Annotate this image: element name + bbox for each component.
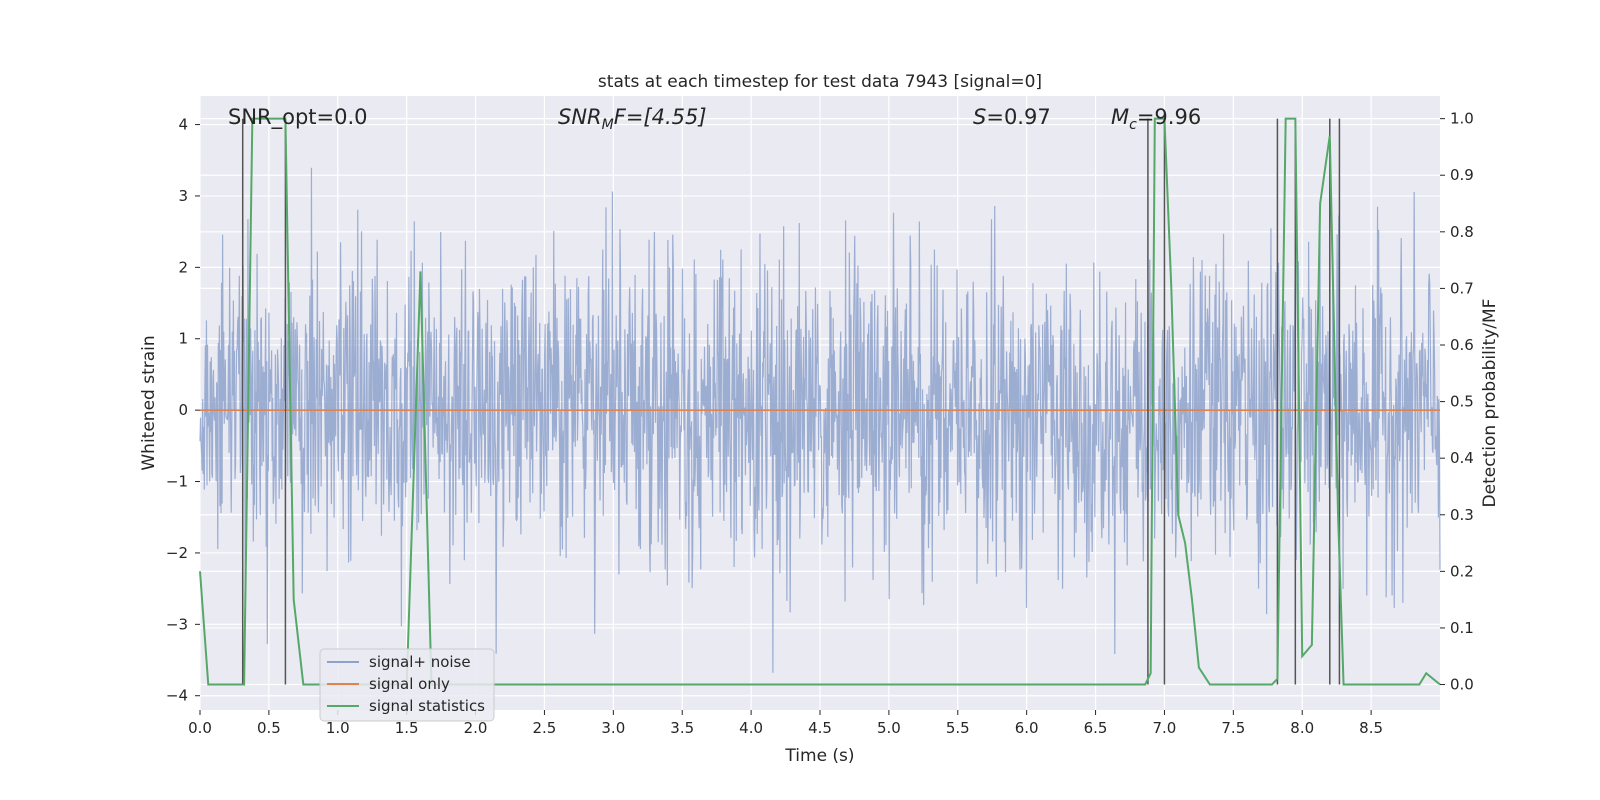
- y-tick-label-2: 2: [178, 258, 188, 276]
- x-tick-label-1: 0.5: [257, 719, 281, 737]
- x-tick-label-11: 5.5: [946, 719, 970, 737]
- series-signal-noise: [199, 167, 1441, 673]
- y-right-tick-label-5: 0.5: [1450, 393, 1474, 411]
- x-tick-label-14: 7.0: [1153, 719, 1177, 737]
- x-tick-label-17: 8.5: [1359, 719, 1383, 737]
- legend-label-signal-noise: signal+ noise: [369, 653, 471, 671]
- annotation-snr-opt: SNR_opt=0.0: [228, 105, 368, 130]
- x-tick-label-15: 7.5: [1221, 719, 1245, 737]
- x-tick-label-4: 2.0: [464, 719, 488, 737]
- x-tick-label-5: 2.5: [533, 719, 557, 737]
- signal-statistics-line: [199, 117, 1441, 686]
- x-axis-label: Time (s): [784, 746, 854, 766]
- x-tick-label-9: 4.5: [808, 719, 832, 737]
- annotation-s: S=0.97: [973, 105, 1051, 129]
- vertical-marker-lines: [241, 118, 1341, 685]
- x-tick-label-12: 6.0: [1015, 719, 1039, 737]
- y-right-tick-label-4: 0.6: [1450, 336, 1474, 354]
- legend-label-signal-only: signal only: [369, 675, 450, 693]
- y-right-tick-label-9: 0.1: [1450, 619, 1474, 637]
- y-tick-label-5: −1: [166, 473, 188, 491]
- legend: signal+ noise signal only signal statist…: [319, 648, 495, 722]
- y-right-tick-label-10: 0.0: [1450, 676, 1474, 694]
- y-right-tick-label-2: 0.8: [1450, 223, 1474, 241]
- y-tick-label-3: 1: [178, 330, 188, 348]
- y-tick-label-4: 0: [178, 401, 188, 419]
- y-tick-label-1: 3: [178, 187, 188, 205]
- axis-ticks: 0.0 0.5 1.0 1.5 2.0 2.5 3.0 3.5 4.0 4.5 5.0 5.5 6.0 6…: [166, 110, 1474, 737]
- annotation-mc: Mc=9.96: [1111, 105, 1201, 133]
- y-right-tick-label-3: 0.7: [1450, 279, 1474, 297]
- x-tick-label-10: 5.0: [877, 719, 901, 737]
- y-axis-right-label: Detection probability/MF: [1480, 299, 1500, 508]
- signal-noise-line: [199, 167, 1441, 673]
- x-tick-label-16: 8.0: [1290, 719, 1314, 737]
- x-tick-label-13: 6.5: [1084, 719, 1108, 737]
- x-tick-label-0: 0.0: [188, 719, 212, 737]
- x-tick-label-8: 4.0: [739, 719, 763, 737]
- y-tick-label-0: 4: [178, 116, 188, 134]
- y-tick-label-6: −2: [166, 544, 188, 562]
- legend-box: [319, 648, 495, 722]
- x-tick-label-6: 3.0: [601, 719, 625, 737]
- y-right-tick-label-7: 0.3: [1450, 506, 1474, 524]
- x-tick-label-7: 3.5: [670, 719, 694, 737]
- annotation-snr-mf: SNRMF=[4.55]: [558, 105, 707, 133]
- y-right-tick-label-0: 1.0: [1450, 110, 1474, 128]
- y-right-tick-label-6: 0.4: [1450, 449, 1474, 467]
- legend-label-signal-statistics: signal statistics: [369, 697, 485, 715]
- y-tick-label-8: −4: [166, 687, 188, 705]
- chart-title: stats at each timestep for test data 794…: [598, 72, 1042, 92]
- y-tick-label-7: −3: [166, 615, 188, 633]
- series-signal-statistics: [199, 117, 1441, 686]
- y-axis-label: Whitened strain: [139, 335, 159, 470]
- y-right-tick-label-1: 0.9: [1450, 166, 1474, 184]
- x-tick-label-2: 1.0: [326, 719, 350, 737]
- y-right-tick-label-8: 0.2: [1450, 562, 1474, 580]
- x-tick-label-3: 1.5: [395, 719, 419, 737]
